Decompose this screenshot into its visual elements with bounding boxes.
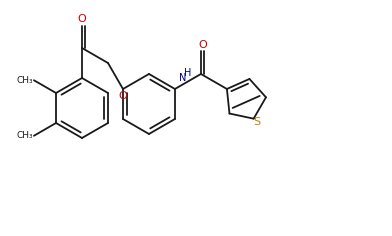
Text: S: S <box>253 117 260 127</box>
Text: O: O <box>119 91 127 101</box>
Text: CH₃: CH₃ <box>16 76 33 85</box>
Text: O: O <box>199 41 207 51</box>
Text: CH₃: CH₃ <box>16 131 33 140</box>
Text: O: O <box>78 14 86 25</box>
Text: H: H <box>184 68 192 79</box>
Text: N: N <box>179 73 187 84</box>
